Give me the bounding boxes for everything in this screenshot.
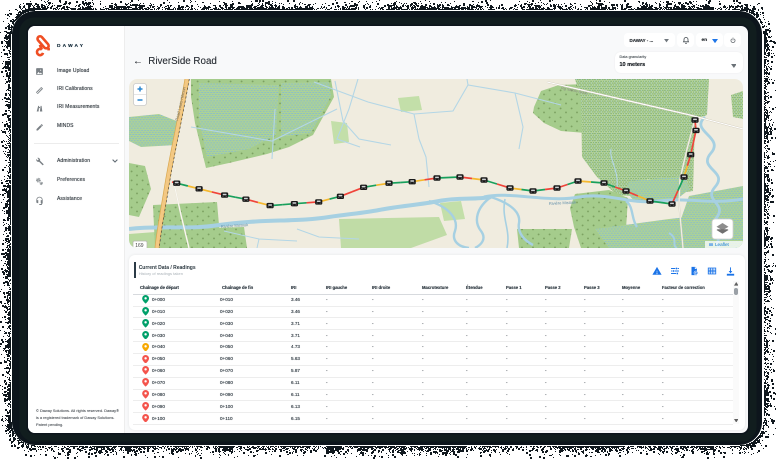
- svg-text:Rivière Mistouk: Rivière Mistouk: [221, 222, 249, 229]
- svg-text:Leaflet: Leaflet: [715, 242, 730, 247]
- svg-text:Rg Sainte-Anne: Rg Sainte-Anne: [561, 86, 588, 95]
- svg-text:Rivière Mistouk: Rivière Mistouk: [549, 200, 577, 206]
- svg-text:169: 169: [135, 243, 144, 248]
